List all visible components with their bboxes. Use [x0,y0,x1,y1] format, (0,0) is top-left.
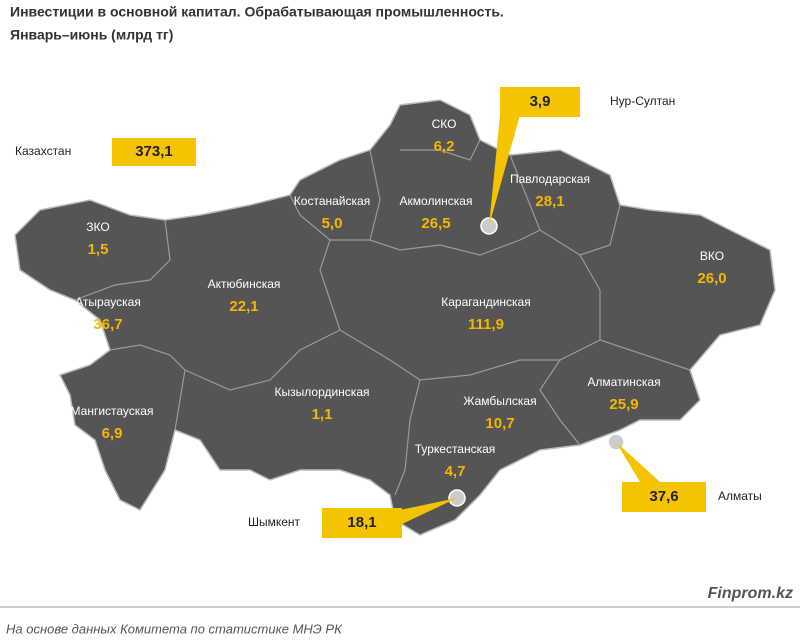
region-value: 26,5 [421,215,450,232]
region-value: 28,1 [535,193,564,210]
region-border [539,204,621,256]
region-name: Туркестанская [415,442,496,456]
region-border [369,149,381,241]
city-box [622,482,706,512]
city-name: Алматы [718,489,762,503]
total-label: Казахстан [15,144,71,158]
city-value: 3,9 [530,93,551,110]
region-value: 36,7 [93,316,122,333]
region-name: Мангистауская [71,404,154,418]
city-box [500,87,580,117]
region-name: Павлодарская [510,172,590,186]
region-border [184,194,341,391]
city-name: Нур-Султан [610,94,675,108]
region-border [109,344,186,431]
region-value: 4,7 [445,463,466,480]
region-value: 1,5 [88,241,109,258]
region-value: 26,0 [697,270,726,287]
region-value: 10,7 [485,415,514,432]
region-name: ВКО [700,249,724,263]
region-border [74,219,171,301]
country-outline [14,99,776,536]
region-name: ЗКО [86,220,109,234]
region-labels: СКО 6,2 Костанайская 5,0 Акмолинская 26,5 Павл… [71,117,727,480]
region-name: Акмолинская [400,194,473,208]
subtitle: Январь–июнь (млрд тг) [10,27,173,43]
city-box [322,508,402,538]
city-name: Шымкент [248,515,301,529]
region-border [394,379,421,496]
region-name: Атырауская [75,295,141,309]
region-name: Актюбинская [208,277,281,291]
region-name: Карагандинская [441,295,530,309]
callout [616,442,660,482]
region-value: 1,1 [312,406,333,423]
total-value: 373,1 [135,143,173,160]
region-value: 25,9 [609,396,638,413]
city-value: 18,1 [347,514,376,531]
region-name: Костанайская [294,194,370,208]
region-value: 6,9 [102,425,123,442]
map [14,99,776,536]
region-value: 6,2 [434,138,455,155]
region-name: Алматинская [587,375,660,389]
region-name: СКО [432,117,457,131]
region-border [400,139,481,161]
callout [400,498,457,525]
city-value: 37,6 [649,488,678,505]
title: Инвестиции в основной капитал. Обрабатыв… [10,4,504,20]
brand: Finprom.kz [708,585,793,602]
region-border [330,154,541,256]
callout [489,115,520,226]
region-value: 111,9 [468,316,504,333]
region-name: Кызылординская [275,385,370,399]
region-name: Жамбылская [463,394,536,408]
region-value: 22,1 [229,298,258,315]
total-box [112,138,196,166]
region-border [539,359,581,446]
region-value: 5,0 [322,215,343,232]
source: На основе данных Комитета по статистике … [6,621,343,636]
